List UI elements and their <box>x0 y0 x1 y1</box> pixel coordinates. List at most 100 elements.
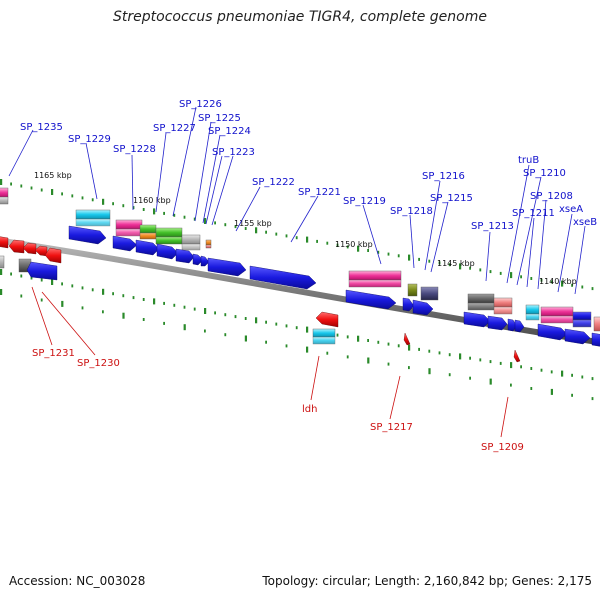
tick-mark <box>591 377 594 381</box>
tick-mark <box>265 230 267 234</box>
tick-mark <box>91 288 94 292</box>
tick-mark <box>255 227 258 234</box>
feature-box <box>75 209 111 220</box>
tick-mark <box>499 361 502 365</box>
tick-mark <box>173 213 176 217</box>
gene-label: SP_1213 <box>471 221 514 232</box>
gene-label: SP_1209 <box>481 442 524 453</box>
tick-mark <box>469 376 471 380</box>
gene-label: SP_1221 <box>298 187 341 198</box>
tick-mark <box>10 272 12 276</box>
gene-label: truB <box>518 155 539 166</box>
feature-box <box>467 293 495 304</box>
tick-mark <box>295 326 298 330</box>
tick-mark <box>581 375 584 379</box>
tick-mark <box>132 296 135 300</box>
feature-box <box>312 336 336 345</box>
tick-mark <box>428 368 431 375</box>
feature-box <box>181 234 201 245</box>
tick-mark <box>0 289 3 295</box>
tick-mark <box>326 351 329 355</box>
plus-labels: SP_1235 SP_1229 SP_1228 SP_1227 SP_1226 … <box>8 99 597 295</box>
tick-mark <box>122 294 125 298</box>
tick-mark <box>275 232 278 236</box>
gene-label: SP_1235 <box>20 122 63 133</box>
gene-arrow <box>68 225 107 245</box>
gene-label: SP_1227 <box>153 123 196 134</box>
gene-arrow <box>0 236 9 249</box>
tick-mark <box>204 308 207 314</box>
feature-box <box>540 315 574 324</box>
feature-box <box>407 283 418 297</box>
gene-arrow <box>345 289 397 310</box>
gene-label: SP_1225 <box>198 113 241 124</box>
tick-mark <box>193 217 196 221</box>
minus-labels: SP_1231 SP_1230 ldh SP_1217 SP_1209 <box>31 286 524 453</box>
tick-mark <box>153 208 156 215</box>
tick-mark <box>183 305 186 309</box>
tick-mark <box>51 279 54 285</box>
tick-mark <box>224 313 227 317</box>
tick-mark <box>561 280 564 287</box>
tick-mark <box>550 370 553 374</box>
gene-arrow <box>412 299 434 316</box>
tick-mark <box>0 179 3 185</box>
tick-mark <box>40 278 43 282</box>
tick-mark <box>285 324 288 328</box>
feature-box <box>115 219 143 230</box>
tick-mark <box>336 333 339 337</box>
feature-box <box>493 306 513 315</box>
tick-mark <box>142 318 145 321</box>
feature-box <box>139 232 157 240</box>
tick-label: 1145 kbp <box>437 259 475 268</box>
tick-label: 1165 kbp <box>34 171 72 180</box>
tick-mark <box>510 383 512 387</box>
tick-mark <box>224 333 227 337</box>
tick-mark <box>244 227 247 230</box>
tick-mark <box>510 362 513 369</box>
feature-box <box>155 227 183 238</box>
tick-mark <box>163 211 165 215</box>
gene-arrow <box>249 265 317 290</box>
gene-arrow <box>487 315 508 331</box>
gene-arrow <box>34 245 48 257</box>
tick-mark <box>357 245 360 252</box>
gene-label: SP_1211 <box>512 208 555 219</box>
tick-mark <box>173 303 176 307</box>
map-title: Streptococcus pneumoniae TIGR4, complete… <box>113 9 487 25</box>
tick-mark <box>71 284 74 288</box>
tick-mark <box>346 355 349 359</box>
feature-box <box>572 311 592 321</box>
feature-box <box>155 236 183 245</box>
tick-mark <box>255 317 258 324</box>
tick-mark <box>275 322 278 326</box>
gene-arrow <box>44 247 62 264</box>
gene-label: SP_1223 <box>212 147 255 158</box>
gene-arrow <box>135 239 160 256</box>
feature-box <box>593 316 600 332</box>
gene-arrow <box>403 332 411 346</box>
tick-mark <box>438 351 441 355</box>
tick-mark <box>520 275 522 279</box>
tick-mark <box>346 245 349 249</box>
gene-label: ldh <box>302 404 317 415</box>
feature-box <box>540 306 574 317</box>
tick-mark <box>561 370 564 377</box>
tick-mark <box>306 326 309 333</box>
tick-marks <box>0 179 594 401</box>
feature-box <box>348 279 402 288</box>
tick-mark <box>459 353 462 360</box>
tick-mark <box>550 280 553 284</box>
tick-mark <box>520 365 522 369</box>
tick-mark <box>0 269 3 275</box>
tick-mark <box>448 263 451 267</box>
tick-mark <box>20 274 23 278</box>
gene-label: SP_1210 <box>523 168 566 179</box>
gene-label: SP_1230 <box>77 358 120 369</box>
tick-mark <box>418 257 420 261</box>
plus-strand-genes <box>68 225 600 347</box>
gene-arrow <box>200 255 210 267</box>
tick-mark <box>112 202 114 206</box>
tick-mark <box>265 340 267 344</box>
